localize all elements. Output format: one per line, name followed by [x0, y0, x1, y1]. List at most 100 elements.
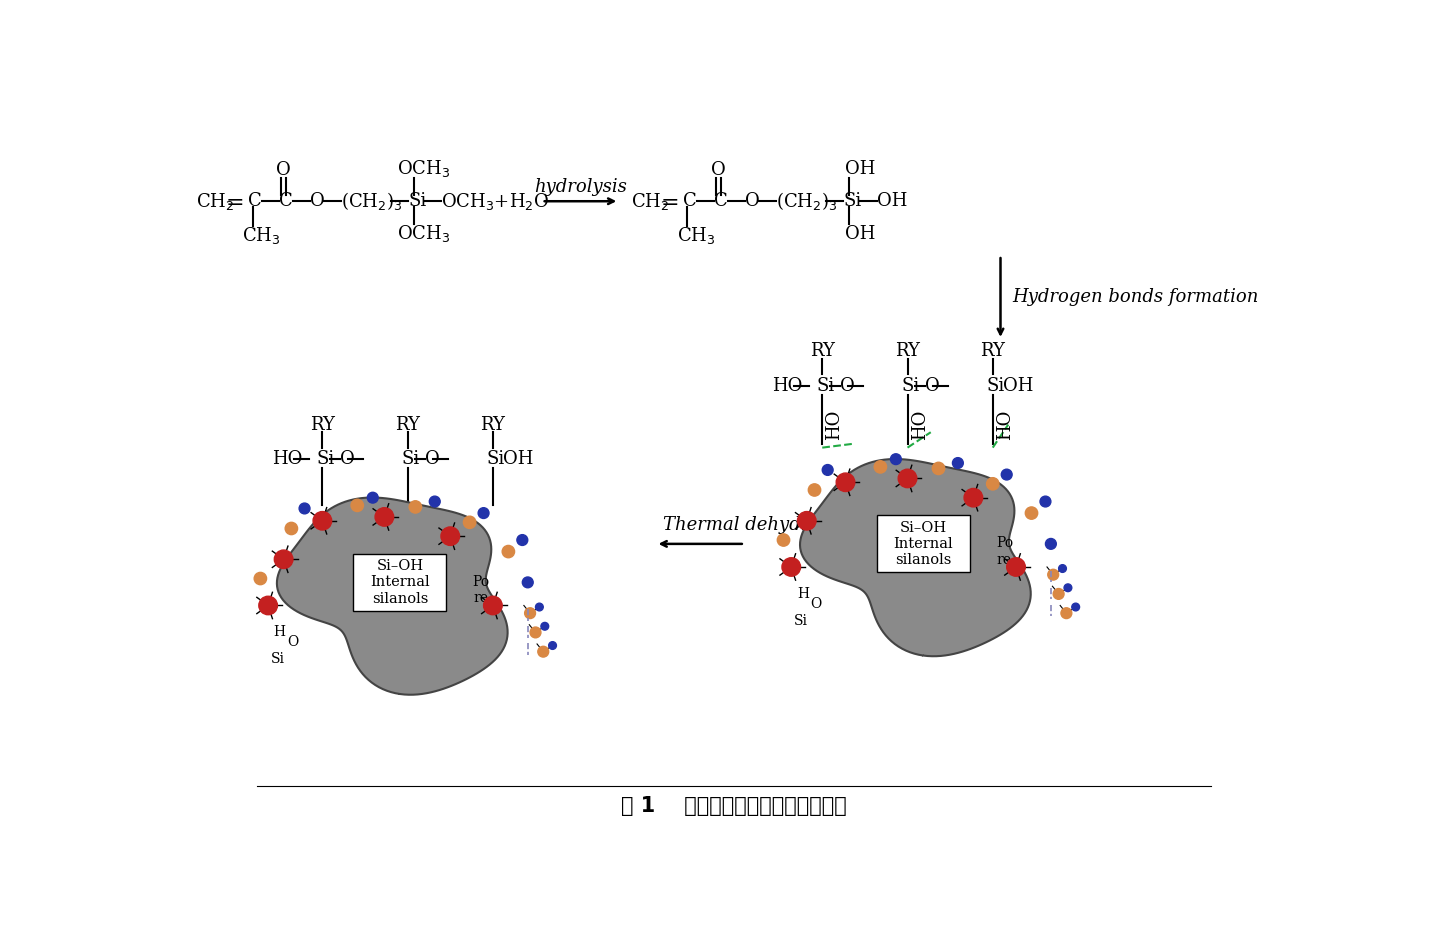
Text: Po
re: Po re — [995, 536, 1012, 566]
Circle shape — [368, 492, 378, 503]
Text: Po
re: Po re — [473, 575, 490, 605]
Circle shape — [1040, 496, 1051, 507]
Text: C: C — [248, 192, 262, 210]
Text: Thermal dehydration: Thermal dehydration — [663, 516, 856, 533]
Text: OCH$_3$+H$_2$O: OCH$_3$+H$_2$O — [441, 191, 548, 211]
Polygon shape — [276, 498, 507, 695]
Text: CH$_3$: CH$_3$ — [242, 224, 281, 246]
Text: H: H — [796, 587, 809, 601]
Circle shape — [536, 603, 543, 611]
Circle shape — [314, 512, 332, 530]
Circle shape — [430, 496, 440, 507]
Circle shape — [898, 470, 916, 487]
Circle shape — [964, 488, 982, 507]
Text: Si: Si — [316, 450, 335, 469]
Circle shape — [523, 577, 533, 588]
Text: O: O — [811, 597, 822, 611]
Circle shape — [808, 484, 821, 496]
Circle shape — [1058, 564, 1067, 573]
Text: O: O — [841, 377, 855, 395]
Circle shape — [410, 500, 421, 513]
Text: Si: Si — [843, 192, 862, 210]
Circle shape — [299, 503, 309, 514]
Circle shape — [259, 596, 278, 615]
Text: Si: Si — [401, 450, 420, 469]
Text: RY: RY — [981, 343, 1005, 361]
Text: RY: RY — [895, 343, 919, 361]
Text: O: O — [341, 450, 355, 469]
Circle shape — [1007, 558, 1025, 577]
Circle shape — [530, 627, 541, 638]
Text: HO: HO — [272, 450, 302, 469]
Text: H: H — [274, 625, 286, 639]
Circle shape — [1001, 470, 1012, 480]
Circle shape — [1064, 584, 1071, 592]
Text: HO: HO — [995, 409, 1014, 439]
Circle shape — [1053, 589, 1064, 599]
Circle shape — [891, 454, 901, 465]
Circle shape — [822, 465, 833, 475]
Circle shape — [524, 608, 536, 619]
Circle shape — [778, 534, 789, 546]
Circle shape — [1071, 603, 1080, 611]
Circle shape — [987, 478, 1000, 490]
Circle shape — [275, 550, 294, 568]
Text: Si–OH
Internal
silanols: Si–OH Internal silanols — [369, 560, 430, 606]
Circle shape — [798, 512, 816, 530]
Text: CH$_2$: CH$_2$ — [632, 191, 669, 211]
Text: OH: OH — [845, 224, 875, 242]
Text: Si: Si — [487, 450, 505, 469]
Circle shape — [548, 641, 557, 650]
Circle shape — [285, 522, 298, 534]
Circle shape — [464, 516, 475, 529]
Circle shape — [484, 596, 503, 615]
Text: OH: OH — [1002, 377, 1034, 395]
Circle shape — [541, 623, 548, 630]
Text: Si: Si — [816, 377, 835, 395]
Circle shape — [503, 546, 514, 558]
Text: OCH$_3$: OCH$_3$ — [397, 159, 450, 179]
Circle shape — [1048, 569, 1058, 580]
Text: Si: Si — [271, 653, 285, 667]
Circle shape — [874, 461, 886, 473]
Text: O: O — [925, 377, 939, 395]
FancyBboxPatch shape — [354, 554, 447, 611]
Text: RY: RY — [309, 416, 335, 434]
Text: (CH$_2$)$_3$: (CH$_2$)$_3$ — [341, 191, 402, 212]
Text: $=$: $=$ — [221, 191, 243, 212]
Text: hydrolysis: hydrolysis — [534, 178, 627, 196]
Circle shape — [1045, 538, 1057, 549]
Text: C: C — [279, 192, 292, 210]
Text: HO: HO — [911, 409, 928, 439]
Text: HO: HO — [825, 409, 843, 439]
Text: RY: RY — [481, 416, 505, 434]
Circle shape — [478, 508, 488, 518]
Circle shape — [1025, 507, 1038, 519]
Text: O: O — [276, 162, 291, 179]
Text: O: O — [745, 192, 759, 210]
Text: OCH$_3$: OCH$_3$ — [397, 223, 450, 244]
Text: O: O — [425, 450, 440, 469]
Circle shape — [351, 500, 364, 512]
Text: OH: OH — [503, 450, 533, 469]
Circle shape — [952, 457, 964, 469]
Circle shape — [375, 508, 394, 526]
Text: OH: OH — [878, 192, 908, 210]
Text: Hydrogen bonds formation: Hydrogen bonds formation — [1012, 288, 1259, 306]
Text: 图 1    硅烷偶联剂改性硅微粉机理图: 图 1 硅烷偶联剂改性硅微粉机理图 — [621, 795, 846, 816]
Text: RY: RY — [395, 416, 420, 434]
Circle shape — [253, 573, 266, 585]
Text: Si: Si — [793, 614, 808, 628]
Text: $=$: $=$ — [656, 191, 679, 212]
Circle shape — [517, 534, 528, 546]
Text: HO: HO — [772, 377, 802, 395]
Text: (CH$_2$)$_3$: (CH$_2$)$_3$ — [776, 191, 838, 212]
Text: CH$_3$: CH$_3$ — [676, 224, 715, 246]
Polygon shape — [800, 459, 1031, 656]
Text: C: C — [683, 192, 696, 210]
FancyBboxPatch shape — [876, 516, 969, 573]
Text: O: O — [288, 636, 298, 650]
Text: OH: OH — [845, 160, 875, 177]
Text: Si: Si — [987, 377, 1005, 395]
Circle shape — [1061, 608, 1071, 619]
